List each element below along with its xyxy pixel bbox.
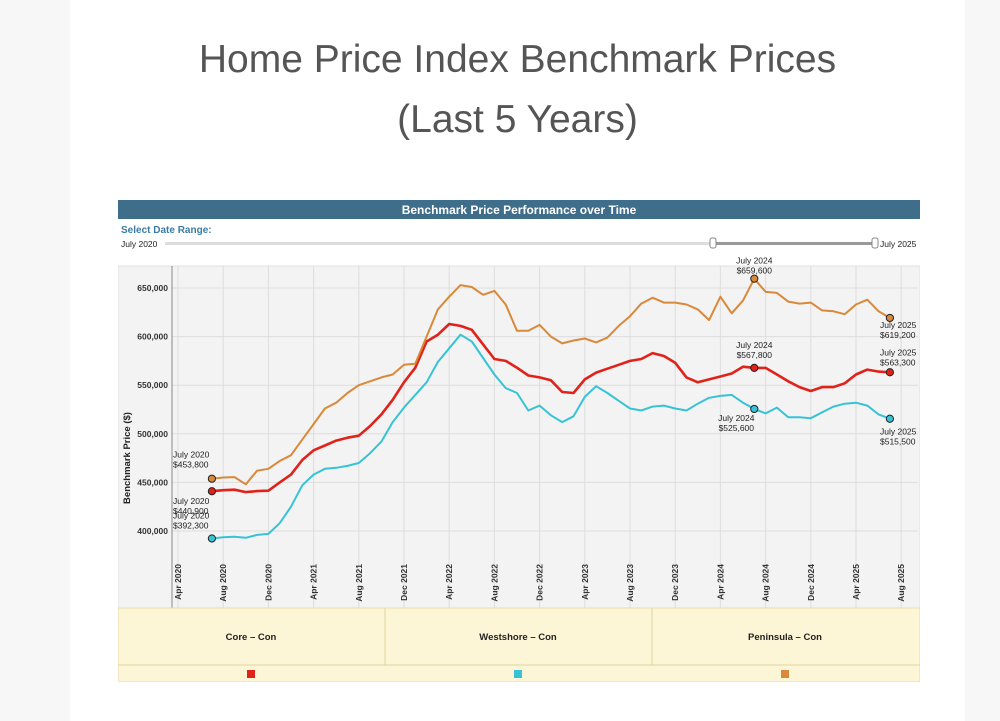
y-tick-label: 650,000 xyxy=(137,283,168,293)
annotation-value: $659,600 xyxy=(737,266,773,276)
date-range-start: July 2020 xyxy=(121,239,158,249)
x-tick-labels: Apr 2020 Aug 2020 Dec 2020 Apr 2021 Aug 2021… xyxy=(173,564,906,602)
x-tick-label: Apr 2025 xyxy=(851,564,861,600)
date-range-end-handle[interactable] xyxy=(871,237,879,249)
y-tick-label: 450,000 xyxy=(137,477,168,487)
legend-swatch-core[interactable] xyxy=(247,670,255,678)
annotation-value: $440,900 xyxy=(173,506,209,516)
legend-label-peninsula[interactable]: Peninsula – Con xyxy=(748,632,822,643)
legend-swatch-peninsula[interactable] xyxy=(781,670,789,678)
page-title-line2: (Last 5 Years) xyxy=(397,98,638,141)
data-point-marker[interactable] xyxy=(885,414,895,423)
x-tick-label: Aug 2023 xyxy=(625,564,635,602)
annotation-month: July 2020 xyxy=(173,496,210,506)
y-axis-label: Benchmark Price ($) xyxy=(122,412,133,504)
date-range-end: July 2025 xyxy=(880,239,917,249)
legend-panel xyxy=(117,607,921,683)
data-point-marker[interactable] xyxy=(207,474,217,483)
chart-header-bar xyxy=(118,200,920,219)
series-line-westshore xyxy=(211,333,891,540)
series-line-peninsula xyxy=(211,277,891,486)
legend: Core – Con Westshore – Con Peninsula – Con xyxy=(226,632,822,678)
plot-panel xyxy=(117,265,921,609)
x-tick-label: Apr 2022 xyxy=(444,564,454,600)
x-tick-label: Dec 2023 xyxy=(670,564,680,601)
annotation-value: $392,300 xyxy=(173,520,209,530)
y-tick-labels: 400,000 450,000 500,000 550,000 600,000 650,0… xyxy=(137,283,168,536)
date-range-start-handle[interactable] xyxy=(709,237,717,249)
x-tick-label: Dec 2021 xyxy=(399,564,409,601)
series-lines xyxy=(211,277,891,540)
x-tick-label: Apr 2024 xyxy=(715,564,725,600)
annotation-value: $563,300 xyxy=(880,357,916,367)
x-tick-label: Apr 2023 xyxy=(580,564,590,600)
page-title-line1: Home Price Index Benchmark Prices xyxy=(198,38,837,81)
chart-header-title: Benchmark Price Performance over Time xyxy=(402,203,637,217)
y-tick-label: 400,000 xyxy=(137,526,168,536)
data-point-marker[interactable] xyxy=(885,368,895,377)
annotation-month: July 2025 xyxy=(880,320,917,330)
date-range-selected xyxy=(713,242,875,245)
x-tick-label: Aug 2025 xyxy=(896,564,906,602)
annotation-value: $619,200 xyxy=(880,330,916,340)
grid xyxy=(172,266,918,608)
date-range-label: Select Date Range: xyxy=(121,225,212,236)
legend-label-core[interactable]: Core – Con xyxy=(226,632,277,643)
data-point-marker[interactable] xyxy=(207,487,217,496)
x-tick-label: Aug 2020 xyxy=(218,564,228,602)
annotation-month: July 2024 xyxy=(718,413,755,423)
annotation-month: July 2025 xyxy=(880,427,917,437)
benchmark-chart-svg: Benchmark Price Performance over Time Se… xyxy=(117,200,921,683)
x-tick-label: Aug 2024 xyxy=(761,564,771,602)
annotation-value: $567,800 xyxy=(737,350,773,360)
data-point-marker[interactable] xyxy=(885,313,895,323)
series-markers xyxy=(207,274,895,543)
x-tick-label: Dec 2024 xyxy=(806,564,816,601)
x-tick-label: Apr 2020 xyxy=(173,564,183,600)
x-tick-label: Apr 2021 xyxy=(309,564,319,600)
benchmark-chart-widget: Benchmark Price Performance over Time Se… xyxy=(117,200,921,683)
date-range-track[interactable] xyxy=(165,242,875,245)
x-tick-label: Dec 2020 xyxy=(263,564,273,601)
annotation-value: $515,500 xyxy=(880,437,916,447)
annotation-month: July 2024 xyxy=(736,340,773,350)
data-point-marker[interactable] xyxy=(750,274,759,283)
annotation-month: July 2024 xyxy=(736,256,773,266)
x-tick-label: Dec 2022 xyxy=(535,564,545,601)
data-point-marker[interactable] xyxy=(750,363,759,372)
data-point-marker[interactable] xyxy=(750,404,759,414)
y-tick-label: 600,000 xyxy=(137,332,168,342)
y-tick-label: 500,000 xyxy=(137,429,168,439)
y-tick-label: 550,000 xyxy=(137,380,168,390)
legend-label-westshore[interactable]: Westshore – Con xyxy=(479,632,557,643)
data-point-marker[interactable] xyxy=(207,534,217,543)
page-title: Home Price Index Benchmark Prices (Last … xyxy=(70,30,965,150)
annotation-month: July 2020 xyxy=(173,450,210,460)
x-tick-label: Aug 2022 xyxy=(489,564,499,602)
annotation-value: $525,600 xyxy=(719,423,755,433)
legend-swatch-westshore[interactable] xyxy=(514,670,522,678)
annotation-value: $453,800 xyxy=(173,460,209,470)
series-line-core xyxy=(211,322,890,494)
x-tick-label: Aug 2021 xyxy=(354,564,364,602)
annotation-month: July 2025 xyxy=(880,347,917,357)
annotation-month: July 2020 xyxy=(173,510,210,520)
